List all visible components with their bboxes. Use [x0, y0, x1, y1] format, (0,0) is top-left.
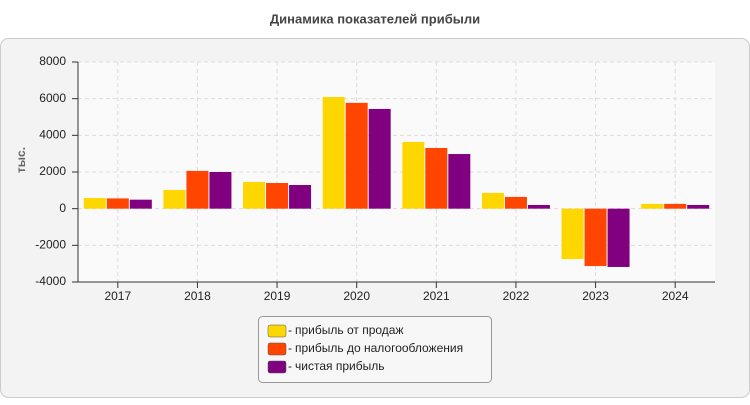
- x-tick-label: 2018: [184, 289, 211, 303]
- x-tick-label: 2020: [343, 289, 370, 303]
- y-tick-label: 2000: [39, 164, 66, 178]
- bar: [448, 154, 471, 209]
- y-tick-label: 8000: [39, 54, 66, 68]
- legend-label: прибыль до налогообложения: [295, 341, 463, 355]
- x-tick-label: 2019: [264, 289, 291, 303]
- bar: [368, 108, 391, 209]
- bar: [266, 183, 289, 209]
- legend-box: [258, 316, 492, 383]
- bar: [129, 199, 152, 209]
- y-tick-label: 4000: [39, 128, 66, 142]
- x-tick-label: 2024: [662, 289, 689, 303]
- bar: [243, 181, 266, 209]
- bar: [83, 198, 106, 209]
- y-tick-label: 6000: [39, 91, 66, 105]
- chart-title: Динамика показателей прибыли: [270, 11, 480, 26]
- bar: [607, 208, 630, 267]
- bar: [322, 97, 345, 209]
- bar: [345, 102, 368, 209]
- x-tick-label: 2021: [423, 289, 450, 303]
- legend-label: чистая прибыль: [295, 359, 384, 373]
- bar: [425, 147, 448, 209]
- bar: [687, 205, 710, 209]
- y-tick-label: 0: [59, 201, 66, 215]
- bar: [186, 170, 209, 209]
- legend-dash: -: [288, 341, 292, 355]
- legend-label: прибыль от продаж: [295, 323, 404, 337]
- bar: [289, 185, 312, 209]
- legend-swatch: [267, 360, 287, 374]
- y-tick-label: -4000: [35, 274, 66, 288]
- bar: [561, 208, 584, 260]
- x-tick-label: 2022: [503, 289, 530, 303]
- bar: [641, 203, 664, 209]
- bar: [163, 189, 186, 209]
- bar: [527, 205, 550, 209]
- bar: [584, 208, 607, 267]
- legend-swatch: [267, 324, 287, 338]
- y-tick-label: -2000: [35, 238, 66, 252]
- bar: [209, 172, 232, 209]
- bar: [106, 198, 129, 209]
- legend-swatch: [267, 342, 287, 356]
- bar: [481, 192, 504, 209]
- bar: [664, 203, 687, 209]
- x-tick-label: 2017: [104, 289, 131, 303]
- x-tick-label: 2023: [582, 289, 609, 303]
- bar: [504, 196, 527, 209]
- bar: [402, 141, 425, 209]
- y-axis-label: тыс.: [14, 147, 28, 173]
- legend-dash: -: [288, 359, 292, 373]
- legend-dash: -: [288, 323, 292, 337]
